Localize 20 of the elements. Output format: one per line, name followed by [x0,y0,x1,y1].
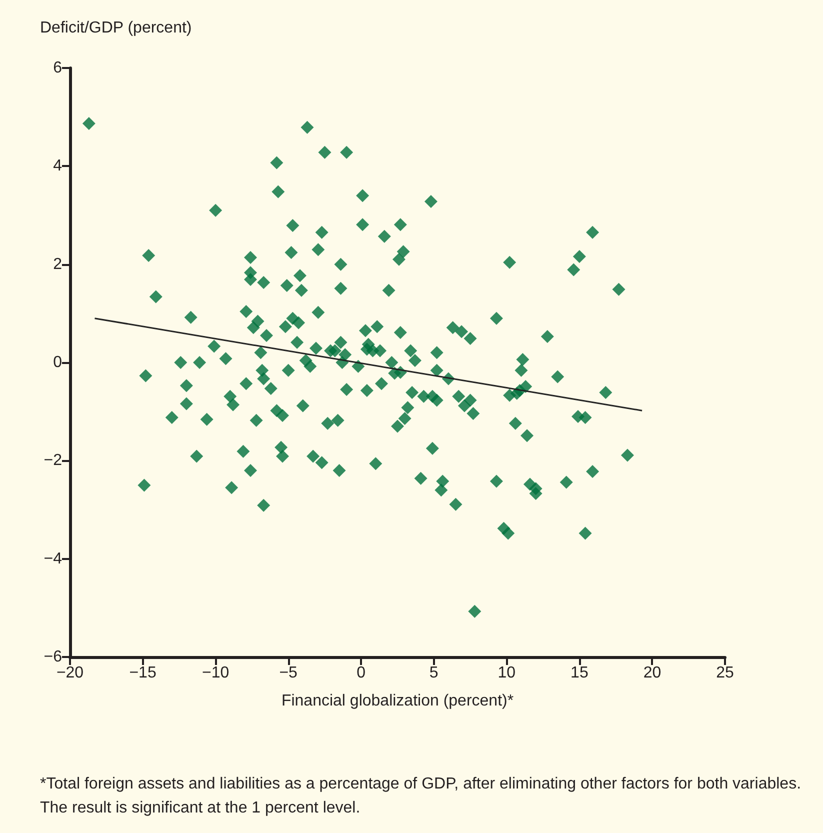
x-tick-label: 20 [643,664,662,682]
y-tick-label: −2 [44,452,62,470]
x-tick-label: −15 [129,664,156,682]
y-tick-label: −4 [44,550,62,568]
y-axis-title: Deficit/GDP (percent) [40,20,192,36]
y-tick-label: 4 [53,158,62,175]
x-tick-label: −20 [56,664,84,682]
text: *Total foreign assets and liabilities as a percentage of GDP, after eliminating other factors for both variables. The result is significant at the 1 percent level. [40,776,806,816]
x-tick-label: 10 [498,664,516,682]
x-tick-label: 25 [716,664,734,682]
x-tick-label: −5 [279,664,298,682]
y-tick-label: 6 [53,60,62,76]
x-tick-label: −10 [202,664,230,682]
x-tick-label: 5 [429,664,438,682]
y-tick-label: 0 [53,354,62,371]
y-tick-label: 2 [53,256,62,273]
y-tick-label: −6 [44,648,62,666]
x-tick-label: 0 [356,664,366,682]
x-tick-label: 15 [570,664,588,682]
x-axis-title: Financial globalization (percent)* [281,692,514,710]
